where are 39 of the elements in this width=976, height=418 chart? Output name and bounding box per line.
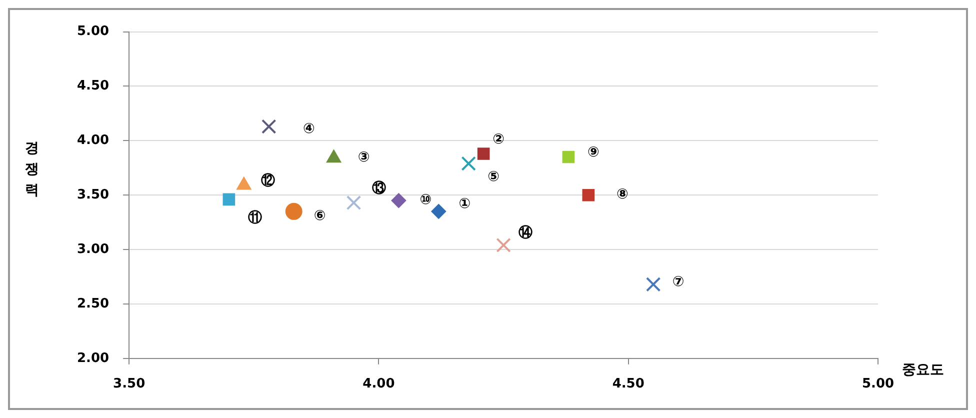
point bbox=[262, 119, 276, 134]
x-tick-label: 3.50 bbox=[113, 376, 146, 392]
x-tick-label: 4.50 bbox=[612, 376, 644, 392]
point bbox=[285, 202, 302, 220]
point bbox=[646, 277, 661, 292]
annotation: ⑤ bbox=[488, 169, 500, 186]
point bbox=[562, 150, 575, 164]
point bbox=[391, 193, 406, 208]
annotation: ⑧ bbox=[616, 186, 628, 203]
point bbox=[346, 195, 362, 210]
point bbox=[496, 238, 511, 253]
x-tick-label: 4.00 bbox=[362, 376, 395, 392]
x-tick-label: 5.00 bbox=[862, 376, 894, 392]
annotation: ⑬ bbox=[372, 180, 386, 196]
annotation: ⑪ bbox=[248, 210, 262, 226]
point bbox=[582, 188, 595, 202]
y-tick-label: 3.00 bbox=[76, 242, 110, 257]
annotation: ⑥ bbox=[314, 208, 326, 224]
annotation: ⑫ bbox=[260, 172, 275, 189]
annotation: ⑦ bbox=[672, 274, 684, 290]
y-tick-label: 2.50 bbox=[76, 296, 110, 312]
annotation: ① bbox=[458, 196, 471, 212]
annotation: ② bbox=[492, 131, 505, 148]
y-axis-title: 경쟁력 bbox=[25, 140, 39, 199]
annotation: ④ bbox=[302, 121, 315, 138]
point bbox=[461, 156, 476, 171]
y-tick-label: 4.50 bbox=[76, 78, 110, 94]
x-axis-title: 중요도 bbox=[902, 362, 944, 378]
annotation: ⑩ bbox=[420, 192, 432, 208]
point bbox=[222, 193, 236, 206]
y-tick-label: 3.50 bbox=[76, 187, 110, 202]
y-tick-label: 4.00 bbox=[76, 133, 110, 148]
annotation: ③ bbox=[358, 150, 370, 166]
y-tick-label: 2.00 bbox=[76, 350, 110, 366]
y-tick-label: 5.00 bbox=[76, 24, 110, 40]
annotation: ⑨ bbox=[588, 144, 600, 161]
point bbox=[431, 204, 446, 219]
annotation: ⑭ bbox=[518, 224, 533, 241]
point bbox=[477, 148, 490, 160]
